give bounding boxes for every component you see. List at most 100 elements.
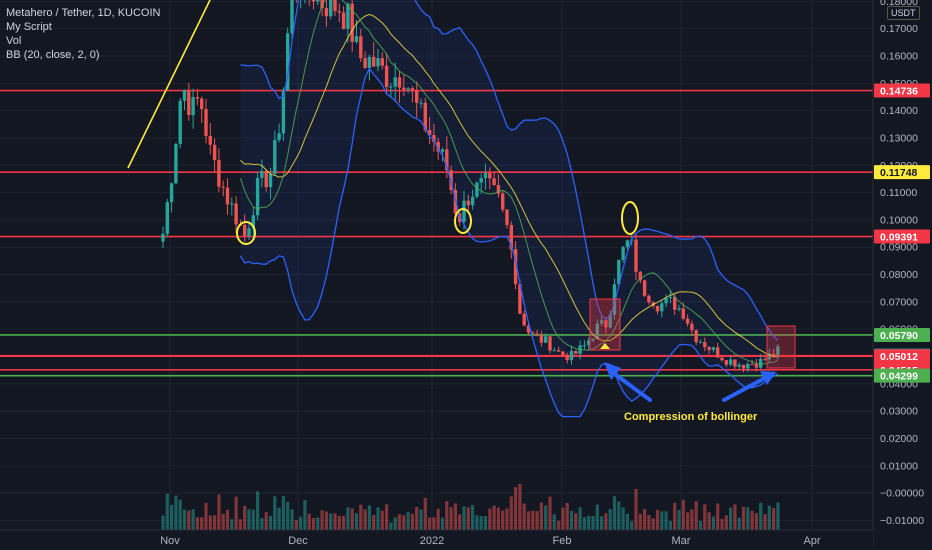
volume-bar-91: [552, 514, 556, 530]
x-tick-label-2: 2022: [420, 535, 444, 547]
candle-72: [470, 189, 475, 210]
candle-body-105: [612, 284, 617, 315]
volume-bar-2: [170, 504, 174, 530]
candle-body-128: [711, 347, 716, 350]
volume-bar-90: [548, 496, 552, 530]
candle-body-16: [230, 203, 234, 205]
candle-24: [264, 170, 268, 192]
y-tick-label-16: 0.02000: [880, 433, 918, 445]
volume-bar-104: [608, 508, 612, 530]
bb-basis-line: [240, 13, 778, 358]
legend-vol[interactable]: Vol: [6, 35, 22, 47]
x-tick-label-4: Mar: [672, 535, 691, 547]
volume-bar-15: [225, 509, 230, 530]
level-badge-7: [874, 368, 930, 383]
candle-body-2: [169, 183, 174, 203]
volume-bar-121: [681, 499, 685, 530]
volume-bar-36: [316, 517, 320, 530]
candle-body-88: [539, 334, 544, 343]
volume-bar-93: [561, 507, 565, 530]
candle-body-77: [492, 178, 496, 185]
candle-body-92: [556, 350, 561, 352]
candle-38: [324, 0, 329, 28]
volume-bar-105: [612, 496, 617, 530]
candle-body-8: [195, 97, 200, 99]
candle-body-125: [698, 341, 703, 343]
volume-bar-108: [625, 513, 629, 530]
volume-bar-64: [436, 508, 440, 530]
volume-bar-25: [268, 515, 273, 530]
candle-60: [419, 98, 423, 109]
candle-29: [286, 27, 290, 91]
legend-bb[interactable]: BB (20, close, 2, 0): [6, 49, 100, 61]
candle-10: [204, 98, 208, 144]
candle-113: [647, 294, 651, 305]
candle-87: [535, 329, 539, 337]
legend-script[interactable]: My Script: [6, 21, 52, 33]
candle-99: [587, 337, 591, 351]
time-axis[interactable]: Nov Dec 2022 Feb Mar Apr: [0, 529, 873, 550]
volume-bar-109: [630, 521, 634, 530]
candle-body-25: [268, 173, 273, 188]
candle-body-111: [638, 271, 642, 281]
level-badge-label-0: 0.14736: [880, 86, 918, 98]
candle-body-93: [561, 351, 565, 356]
candle-55: [397, 70, 402, 103]
candle-111: [638, 271, 642, 284]
candle-body-53: [389, 86, 393, 88]
candle-body-22: [255, 177, 260, 216]
candle-body-80: [505, 209, 509, 226]
candle-51: [380, 52, 384, 70]
annotation-compression: Compression of bollinger: [624, 411, 758, 423]
candle-125: [698, 339, 703, 344]
candle-body-78: [496, 184, 501, 194]
volume-bar-33: [303, 500, 307, 530]
candle-body-12: [212, 144, 217, 161]
volume-bar-111: [638, 513, 642, 530]
candle-4: [178, 97, 182, 149]
candle-body-21: [251, 215, 255, 229]
candle-body-26: [273, 139, 277, 174]
volume-bar-27: [277, 507, 281, 530]
candle-17: [234, 196, 238, 234]
candle-body-50: [376, 58, 380, 67]
candle-body-5: [182, 89, 187, 101]
candle-61: [423, 97, 427, 133]
candle-body-45: [354, 36, 359, 42]
candle-77: [492, 172, 496, 187]
candle-body-104: [608, 314, 612, 328]
candle-body-132: [728, 359, 733, 365]
volume-bar-83: [518, 483, 522, 530]
volume-bar-74: [479, 516, 483, 530]
candle-body-73: [475, 182, 479, 197]
legend-symbol[interactable]: Metahero / Tether, 1D, KUCOIN: [6, 7, 161, 19]
y-tick-label-8: 0.10000: [880, 214, 918, 226]
candle-102: [599, 315, 604, 327]
volume-bar-12: [213, 515, 217, 530]
candle-13: [217, 148, 221, 192]
volume-bar-81: [509, 496, 513, 530]
candle-body-126: [703, 341, 707, 348]
candle-body-58: [410, 88, 415, 91]
volume-bar-103: [604, 513, 608, 530]
candle-body-69: [458, 213, 462, 222]
volume-bar-47: [363, 509, 367, 530]
candle-116: [660, 300, 664, 318]
candle-135: [741, 364, 746, 373]
candle-129: [716, 342, 720, 359]
candle-body-41: [337, 11, 341, 13]
candle-body-134: [737, 364, 741, 367]
volume-bar-142: [772, 508, 776, 530]
candle-49: [372, 42, 376, 67]
candle-95: [569, 345, 574, 365]
candle-body-0: [161, 233, 165, 242]
y-tick-label-1: 0.17000: [880, 23, 918, 35]
candle-body-57: [406, 88, 410, 90]
candle-132: [728, 355, 733, 367]
price-axis[interactable]: 0.180000.170000.160000.150000.140000.130…: [872, 0, 932, 550]
candle-42: [341, 6, 346, 30]
candle-0: [161, 226, 165, 248]
y-tick-label-11: 0.07000: [880, 296, 918, 308]
candle-body-46: [359, 36, 363, 59]
